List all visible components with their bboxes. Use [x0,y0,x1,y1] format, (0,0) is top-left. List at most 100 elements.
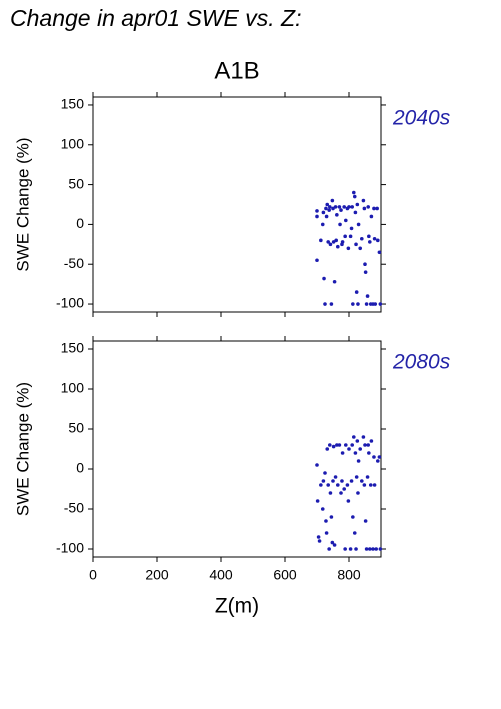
point [356,459,361,463]
y-axis-label: SWE Change (%) [13,382,32,516]
point [374,547,379,551]
point [372,483,377,487]
point [324,206,328,211]
point [352,194,357,199]
x-tick-label: 600 [273,567,297,583]
point [337,205,342,209]
point [346,246,351,251]
point [366,443,371,447]
point [321,210,326,215]
point [365,294,370,298]
y-tick-label: -50 [64,500,84,516]
point [328,205,332,209]
point [377,250,382,255]
point [354,475,359,479]
point [326,240,331,244]
point [329,515,334,519]
point [321,479,326,483]
point [368,547,372,551]
point [325,447,330,451]
point [372,236,377,241]
x-tick-label: 0 [89,567,97,583]
point [375,206,379,211]
point [367,234,371,239]
point [371,547,375,551]
point [352,531,357,535]
point [320,507,325,511]
point [365,475,370,479]
point [328,491,333,495]
point [372,206,376,211]
point [315,258,319,263]
point [363,262,367,267]
point [336,244,340,249]
point [316,535,321,539]
point [368,483,373,487]
x-tick-label: 400 [209,567,233,583]
point [349,226,354,231]
y-axis-label: SWE Change (%) [13,137,32,271]
point [324,531,329,535]
point [347,447,351,451]
point [355,202,360,207]
point [337,443,342,447]
point [344,218,348,223]
point [342,487,347,491]
point [329,302,334,306]
point [363,519,368,523]
point [343,547,347,551]
point [315,463,319,467]
point [328,443,332,447]
point [361,435,366,439]
point [368,240,372,244]
panel-label: 2080s [392,351,451,374]
point [350,205,355,209]
point [362,483,367,487]
point [324,214,329,219]
point [335,443,339,447]
point [378,302,383,306]
x-tick-label: 800 [337,567,361,583]
point [331,444,336,449]
point [315,499,320,503]
point [344,443,348,447]
point [358,447,363,451]
y-tick-label: 0 [76,460,84,476]
point [352,435,356,439]
point [354,290,359,294]
point [347,205,351,209]
point [364,302,369,306]
point [319,238,323,243]
plot-frame [92,96,382,313]
point [353,451,358,455]
point [358,246,363,251]
point [355,439,360,443]
point [342,205,347,209]
page-title: Change in apr01 SWE vs. Z: [10,5,301,31]
point [328,242,333,247]
point [356,222,361,227]
point [335,213,339,217]
x-axis-label: Z(m) [215,595,259,618]
point [351,302,355,306]
point [372,455,376,459]
y-tick-label: 50 [68,420,84,436]
point [333,475,338,479]
x-tick-label: 200 [145,567,169,583]
point [346,499,351,503]
point [367,451,371,455]
point [362,206,367,211]
point [348,547,353,551]
point [354,547,358,551]
point [373,302,378,306]
point [334,238,339,243]
panel-label: 2040s [392,107,451,130]
point [345,483,350,487]
point [339,491,343,495]
point [339,208,343,212]
point [363,443,367,447]
point [363,270,368,274]
y-tick-label: -50 [64,255,84,271]
point [327,208,331,212]
point [378,547,383,551]
